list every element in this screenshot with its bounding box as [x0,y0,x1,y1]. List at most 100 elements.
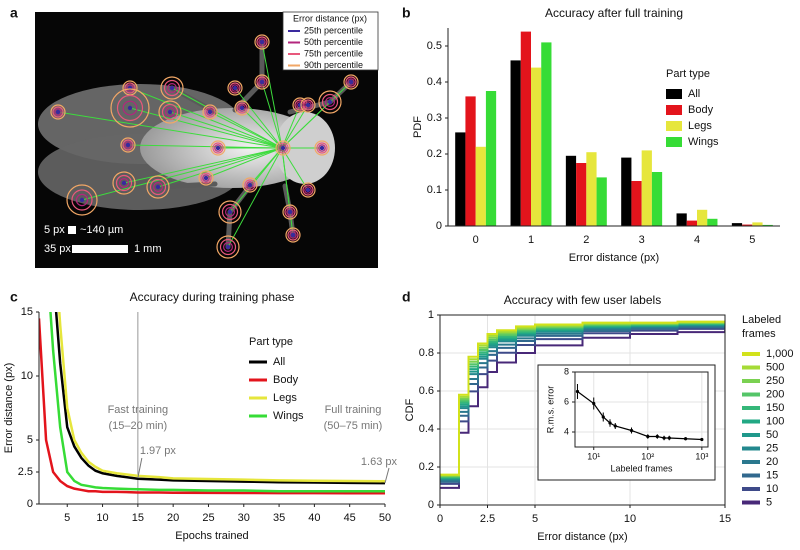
keypoint [219,238,237,256]
y-tick-label: 4 [564,426,569,436]
x-tick-label: 10² [641,451,654,461]
x-tick-label: 0 [473,234,479,246]
bar [485,91,497,226]
legend: Error distance (px) 25th percentile 50th … [282,11,379,71]
keypoint [66,184,98,216]
y-tick-label: 0.2 [427,148,442,160]
bar [465,96,476,227]
keypoint [254,74,270,90]
keypoint [153,182,164,193]
frame [439,314,726,506]
y-tick-label: 0 [436,220,442,232]
x-tick-label: 10 [96,512,108,524]
y-tick-label: 0.4 [427,76,442,88]
x-tick-label: 45 [344,512,356,524]
bar [475,146,486,226]
keypoint [122,139,134,151]
keypoint [167,109,173,115]
keypoint [348,79,354,85]
legend-label: 250 [766,375,784,387]
keypoint [284,206,296,218]
keypoint [318,90,342,114]
keypoint [239,105,245,111]
annotation: Fast training [108,404,169,416]
keypoint [118,178,129,189]
x-tick-label: 5 [749,234,755,246]
keypoint [202,104,218,120]
keypoint [212,142,224,154]
y-tick-label: 5 [27,434,33,446]
keypoint [305,102,311,108]
keypoint [155,184,161,190]
bar [586,152,597,226]
keypoint [285,227,301,243]
point [667,436,671,440]
point [700,437,704,442]
x-tick-label: 0 [437,513,443,525]
keypoint [125,142,131,148]
legend-title: Error distance (px) [293,13,367,23]
y-tick-label: 2.5 [18,466,33,478]
bar [762,224,773,226]
y-tick-label: 0 [27,498,33,510]
bar [576,163,587,226]
bar [565,155,577,226]
x-tick-label: 2 [583,234,589,246]
x-tick-label: 20 [167,512,179,524]
keypoint [277,142,289,154]
keypoint [149,178,167,196]
keypoint [318,144,326,152]
y-tick-label: 0.6 [419,385,434,397]
bar [631,181,642,226]
legend-label: Body [688,104,714,116]
keypoint [305,187,311,193]
bar [531,67,542,226]
legend-label: All [273,356,285,368]
chart-title: Accuracy with few user labels [504,293,661,307]
step-line [440,330,725,489]
keypoint [110,88,150,128]
panel-label: a [10,5,18,21]
y-tick-label: 0.2 [419,461,434,473]
legend-label: Wings [688,136,719,148]
skeleton-edge [205,147,283,179]
keypoint [146,175,170,199]
keypoint [258,38,266,46]
keypoint [229,82,241,94]
keypoint [165,106,176,117]
bar [686,220,697,226]
keypoint [124,82,136,94]
point [601,415,605,419]
x-tick-label: 3 [639,234,645,246]
line [58,312,385,483]
keypoint [225,207,236,218]
bar [455,132,466,226]
keypoint [158,100,182,124]
keypoint [327,99,333,105]
y-tick-label: 10 [21,370,33,382]
legend-title: frames [742,328,776,340]
keypoint [259,39,265,45]
keypoint [242,177,258,193]
keypoint [161,103,179,121]
bar [742,224,753,226]
keypoint [232,85,238,91]
skeleton-edge [57,111,283,149]
keypoint [223,242,234,253]
x-tick-label: 10¹ [587,451,600,461]
keypoint [280,145,286,151]
point [655,434,659,439]
keypoint [218,200,242,224]
keypoint [210,140,226,156]
keypoint [304,186,312,194]
keypoint [120,137,136,153]
line [54,312,385,485]
annotation: Full training [325,404,382,416]
keypoint [198,170,214,186]
y-tick-label: 15 [21,306,33,318]
keypoint [163,79,181,97]
scale-label: 35 px [44,243,71,255]
keypoint [290,232,296,238]
y-tick-label: 0.5 [427,40,442,52]
keypoint [256,76,268,88]
